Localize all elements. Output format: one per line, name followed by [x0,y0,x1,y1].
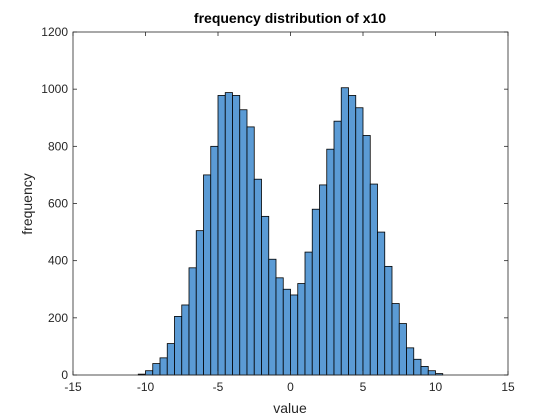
histogram-bar [188,267,197,376]
histogram-bar [319,184,328,376]
y-tick-label: 1200 [41,25,68,39]
x-tick-label: -15 [64,380,82,394]
histogram-bar [174,316,183,376]
histogram-bar [384,265,393,376]
chart-title: frequency distribution of x10 [194,10,386,26]
x-axis-ticks: -15 -10 -5 0 5 10 15 [64,32,515,394]
histogram-bar [369,183,378,376]
histogram-bar [275,277,284,376]
histogram-bar [210,145,219,376]
histogram-bar [217,95,226,376]
x-tick-label: 15 [501,380,515,394]
histogram-bar [377,231,386,376]
x-axis-label: value [273,400,307,416]
histogram-bar [159,357,168,376]
histogram-bar [427,370,436,376]
histogram-bar [297,283,306,376]
histogram-bar [246,126,255,376]
histogram-bar [253,178,262,376]
y-tick-label: 1000 [41,82,68,96]
x-tick-label: -10 [137,380,155,394]
x-tick-label: -5 [213,380,224,394]
histogram-bar [406,347,415,376]
y-tick-label: 800 [48,139,68,153]
histogram-bar [152,363,161,376]
histogram-bar [239,109,248,376]
histogram-bar [224,92,233,376]
histogram-bar [340,87,349,376]
histogram-bar [362,135,371,376]
x-tick-label: 0 [287,380,294,394]
y-tick-label: 0 [61,368,68,382]
histogram-bar [261,215,270,376]
y-tick-label: 400 [48,254,68,268]
histogram-bar [282,288,291,376]
histogram-bar [203,174,212,376]
histogram-bar [311,208,320,376]
histogram-bar [166,343,175,376]
x-tick-label: 10 [429,380,443,394]
histogram-bar [304,251,313,376]
y-tick-label: 600 [48,197,68,211]
histogram-bar [326,148,335,376]
histogram-bar [391,303,400,376]
x-tick-label: 5 [360,380,367,394]
y-axis-label: frequency [19,173,35,234]
histogram-bar [268,258,277,376]
histogram-bar [195,230,204,376]
histogram-bar [181,304,190,376]
bars-group [137,87,444,376]
histogram-bar [145,370,154,376]
histogram-bar [413,358,422,376]
histogram-bar [333,120,342,376]
histogram-bar [290,294,299,376]
histogram-bar [348,95,357,376]
histogram-bar [232,95,241,376]
histogram-bar [420,366,429,376]
histogram-bar [398,323,407,376]
histogram-bar [355,107,364,376]
plot-frame [72,31,509,376]
y-tick-label: 200 [48,311,68,325]
